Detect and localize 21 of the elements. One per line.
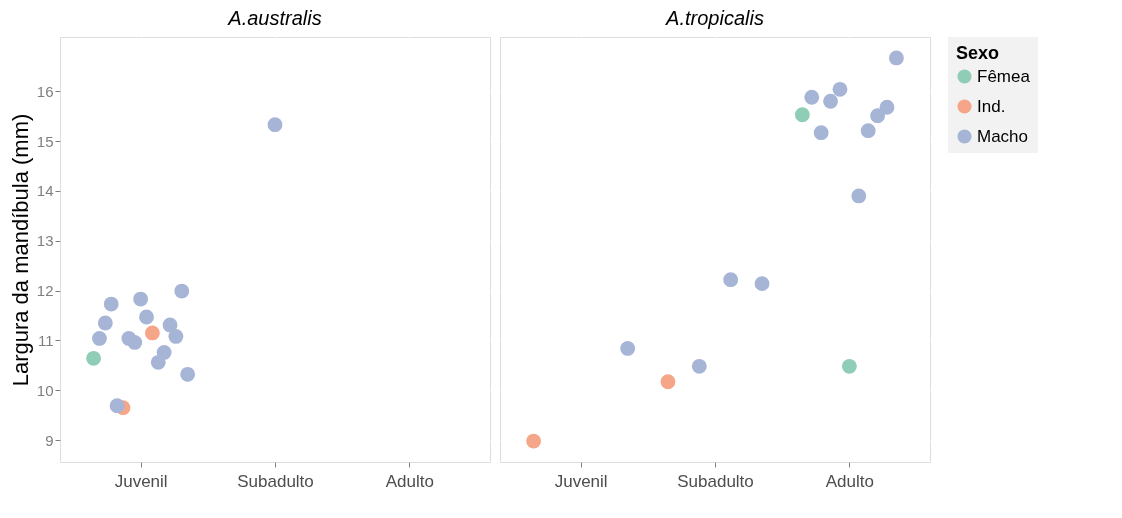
y-tick-label: 14 <box>36 182 54 200</box>
x-tick-label: Juvenil <box>114 471 168 491</box>
y-tick-label: 11 <box>37 331 54 349</box>
x-tick-label: Juvenil <box>554 471 608 491</box>
y-tick-label: 12 <box>36 282 54 300</box>
chart-title: A.australis <box>227 7 322 29</box>
y-tick-label: 9 <box>45 431 54 449</box>
x-tick-label: Adulto <box>825 471 874 491</box>
legend-title: Sexo <box>956 43 1000 63</box>
x-tick-label: Adulto <box>385 471 434 491</box>
y-tick-label: 16 <box>36 82 54 100</box>
x-tick-label: Subadulto <box>237 471 314 491</box>
y-tick-label: 10 <box>36 381 54 399</box>
x-tick-label: Subadulto <box>677 471 754 491</box>
y-tick-label: 13 <box>36 232 54 250</box>
legend-label: Fêmea <box>977 66 1031 86</box>
legend-label: Macho <box>977 126 1029 146</box>
y-axis-title: Largura da mandíbula (mm) <box>7 113 33 387</box>
legend-label: Ind. <box>977 96 1006 116</box>
y-tick-label: 15 <box>36 132 54 150</box>
chart-title: A.tropicalis <box>665 7 764 29</box>
